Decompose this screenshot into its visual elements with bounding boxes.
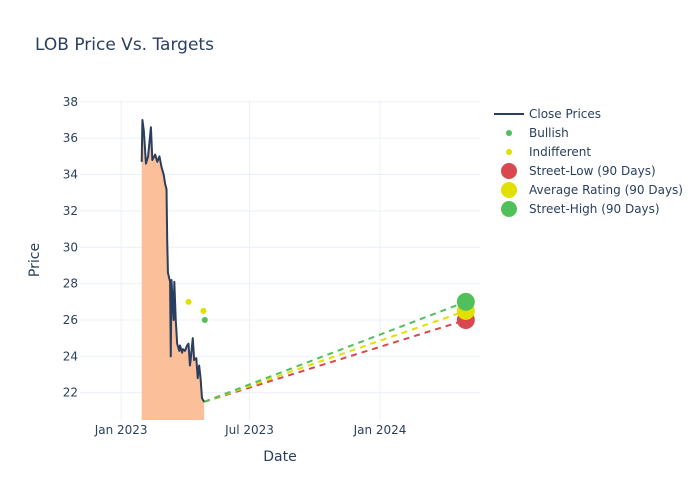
x-tick-label: Jan 2023: [94, 423, 148, 437]
x-axis-title: Date: [263, 449, 296, 465]
bullish-rating-dot: [201, 317, 208, 323]
close-price-line: [140, 119, 205, 403]
indifferent-rating-dot: [185, 298, 192, 305]
indifferent-rating-dot: [200, 307, 207, 314]
legend-label: Close Prices: [529, 107, 601, 121]
street-high-line: [203, 300, 467, 403]
y-axis-ticks: 22 24 26 28 30 32 34 36 38: [63, 95, 78, 400]
legend-circle-icon: [501, 182, 517, 198]
x-tick-label: Jul 2023: [224, 423, 274, 437]
legend-dot-icon: [506, 149, 512, 155]
y-tick-label: 34: [63, 168, 78, 182]
y-tick-label: 36: [63, 131, 78, 145]
y-axis-title: Price: [27, 243, 43, 277]
street-low-line: [203, 319, 467, 403]
legend-label: Bullish: [529, 126, 569, 140]
y-tick-label: 38: [63, 95, 78, 109]
legend: Close Prices Bullish Indifferent Street-Low…: [494, 107, 683, 217]
legend-circle-icon: [501, 163, 517, 179]
legend-dot-icon: [506, 130, 512, 136]
legend-label: Street-Low (90 Days): [529, 164, 656, 178]
legend-label: Average Rating (90 Days): [529, 183, 683, 197]
y-tick-label: 22: [63, 386, 78, 400]
legend-label: Indifferent: [529, 145, 591, 159]
y-tick-label: 30: [63, 240, 78, 254]
y-tick-label: 24: [63, 349, 78, 363]
y-tick-label: 28: [63, 277, 78, 291]
street-high-marker: [456, 292, 475, 311]
y-tick-label: 26: [63, 313, 78, 327]
close-price-area: [141, 120, 205, 420]
y-tick-label: 32: [63, 204, 78, 218]
average-rating-line: [203, 309, 467, 403]
plot-area: [140, 119, 475, 420]
legend-label: Street-High (90 Days): [529, 202, 660, 216]
chart-title: LOB Price Vs. Targets: [35, 35, 214, 55]
legend-circle-icon: [501, 201, 517, 217]
x-tick-label: Jan 2024: [353, 423, 407, 437]
x-axis-ticks: Jan 2023 Jul 2023 Jan 2024: [94, 423, 407, 437]
